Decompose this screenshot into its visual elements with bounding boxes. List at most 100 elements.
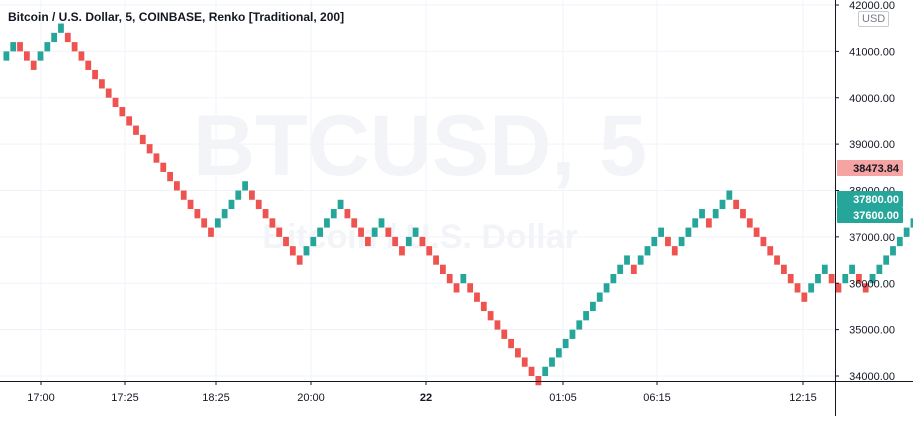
renko-brick [351,218,357,227]
renko-brick [849,265,855,274]
renko-brick [167,172,173,181]
renko-brick [801,293,807,302]
renko-brick [174,181,180,190]
renko-brick [338,200,344,209]
renko-brick [556,348,562,357]
renko-brick [720,200,726,209]
renko-brick [747,218,753,227]
renko-brick [324,218,330,227]
renko-brick [79,51,85,60]
renko-brick [733,200,739,209]
renko-brick [372,228,378,237]
x-tick-label: 17:25 [111,392,139,404]
renko-brick [604,283,610,292]
renko-brick [72,42,78,51]
renko-brick [904,228,910,237]
renko-brick [795,283,801,292]
renko-brick [256,200,262,209]
renko-brick [24,51,30,60]
renko-brick [699,209,705,218]
renko-brick [501,330,507,339]
chart-title: Bitcoin / U.S. Dollar, 5, COINBASE, Renk… [8,10,344,24]
renko-brick [610,274,616,283]
renko-brick [92,70,98,79]
renko-brick [651,237,657,246]
renko-brick [4,51,10,60]
renko-brick [495,320,501,329]
renko-brick [460,274,466,283]
renko-brick [761,237,767,246]
renko-brick [890,246,896,255]
renko-brick [345,209,351,218]
renko-brick [433,255,439,264]
y-tick-label: 37000.00 [849,232,895,244]
renko-brick [535,376,541,385]
renko-brick [883,255,889,264]
renko-brick [876,265,882,274]
renko-brick [160,163,166,172]
renko-brick [522,357,528,366]
renko-brick [440,265,446,274]
renko-brick [229,200,235,209]
price-label: 37800.00 [853,194,899,206]
x-tick-label: 01:05 [549,392,577,404]
renko-brick [781,265,787,274]
renko-brick [692,218,698,227]
x-tick-label: 12:15 [789,392,817,404]
renko-brick [590,302,596,311]
renko-brick [358,228,364,237]
renko-brick [672,246,678,255]
renko-brick [133,126,139,135]
renko-brick [51,33,57,42]
renko-brick [269,218,275,227]
renko-brick [201,218,207,227]
renko-brick [645,246,651,255]
renko-brick [126,116,132,125]
renko-brick [808,283,814,292]
renko-brick [263,209,269,218]
renko-brick [706,218,712,227]
renko-brick [242,181,248,190]
renko-brick [767,246,773,255]
renko-brick [194,209,200,218]
renko-brick [508,339,514,348]
renko-brick [276,228,282,237]
renko-brick [215,218,221,227]
renko-brick [570,330,576,339]
price-label: 37600.00 [853,210,899,222]
renko-brick [147,144,153,153]
renko-brick [420,237,426,246]
renko-brick [447,274,453,283]
renko-brick [385,228,391,237]
renko-brick [822,265,828,274]
renko-brick [290,246,296,255]
renko-brick [542,367,548,376]
renko-brick [842,274,848,283]
renko-brick [488,311,494,320]
y-tick-label: 36000.00 [849,278,895,290]
renko-brick [58,24,64,33]
renko-brick [529,367,535,376]
renko-brick [379,218,385,227]
renko-brick [10,42,16,51]
renko-brick [119,107,125,116]
y-tick-label: 41000.00 [849,46,895,58]
renko-brick [249,191,255,200]
watermark-symbol: BTCUSD, 5 [193,98,647,194]
renko-brick [686,228,692,237]
renko-brick [836,283,842,292]
y-tick-label: 34000.00 [849,371,895,383]
renko-brick [413,228,419,237]
renko-brick [222,209,228,218]
renko-brick [754,228,760,237]
renko-brick [38,51,44,60]
renko-brick [113,98,119,107]
renko-brick [140,135,146,144]
renko-brick [65,33,71,42]
renko-brick [617,265,623,274]
currency-badge[interactable]: USD [858,11,889,27]
y-tick-label: 39000.00 [849,139,895,151]
